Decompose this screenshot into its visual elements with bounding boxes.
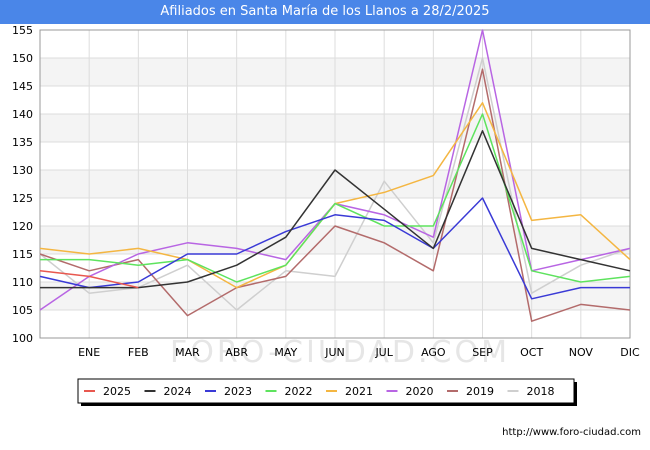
x-tick-label: MAY	[274, 346, 297, 359]
legend-label-2022: 2022	[285, 385, 313, 398]
y-tick-label: 140	[12, 108, 33, 121]
x-axis-ticks: ENE FEB MAR ABR MAY JUN JUL AGO SEP OCT NOV DIC	[78, 346, 640, 359]
x-tick-label: JUN	[324, 346, 345, 359]
y-tick-label: 145	[12, 80, 33, 93]
x-tick-label: NOV	[569, 346, 594, 359]
x-tick-label: ABR	[225, 346, 248, 359]
x-tick-label: JUL	[374, 346, 393, 359]
x-tick-label: DIC	[620, 346, 640, 359]
legend-label-2018: 2018	[527, 385, 555, 398]
chart-title: Afiliados en Santa María de los Llanos a…	[0, 0, 650, 24]
legend-label-2019: 2019	[466, 385, 494, 398]
series-lines	[39, 29, 631, 322]
x-tick-label: FEB	[128, 346, 149, 359]
watermark: FORO-CIUDAD.COM	[170, 335, 510, 370]
series-line-2019	[39, 68, 631, 322]
y-tick-label: 105	[12, 304, 33, 317]
x-tick-label: ENE	[78, 346, 100, 359]
y-tick-label: 135	[12, 136, 33, 149]
legend-items: 2025 2024 2023 2022 2021 2020 2019 2018	[84, 385, 555, 398]
source-url: http://www.foro-ciudad.com	[502, 427, 641, 438]
legend-label-2021: 2021	[345, 385, 373, 398]
legend-label-2024: 2024	[164, 385, 192, 398]
y-tick-label: 150	[12, 52, 33, 65]
legend-label-2023: 2023	[224, 385, 252, 398]
y-tick-label: 120	[12, 220, 33, 233]
legend-label-2025: 2025	[103, 385, 131, 398]
y-tick-label: 155	[12, 24, 33, 37]
series-line-2025	[39, 270, 139, 289]
series-line-2023	[39, 197, 630, 300]
legend: 2025 2024 2023 2022 2021 2020 2019 2018	[77, 378, 577, 406]
x-tick-label: MAR	[175, 346, 200, 359]
series-line-2022	[40, 113, 631, 283]
x-tick-label: AGO	[421, 346, 446, 359]
x-tick-label: OCT	[520, 346, 543, 359]
legend-label-2020: 2020	[406, 385, 434, 398]
y-axis-ticks: 100 105 110 115 120 125 130 135 140 145 150 155	[12, 24, 33, 345]
y-tick-label: 130	[12, 164, 33, 177]
x-tick-label: SEP	[472, 346, 493, 359]
y-tick-label: 110	[12, 276, 33, 289]
y-tick-label: 115	[12, 248, 33, 261]
y-tick-label: 100	[12, 332, 33, 345]
plot-border	[39, 29, 631, 339]
y-tick-label: 125	[12, 192, 33, 205]
